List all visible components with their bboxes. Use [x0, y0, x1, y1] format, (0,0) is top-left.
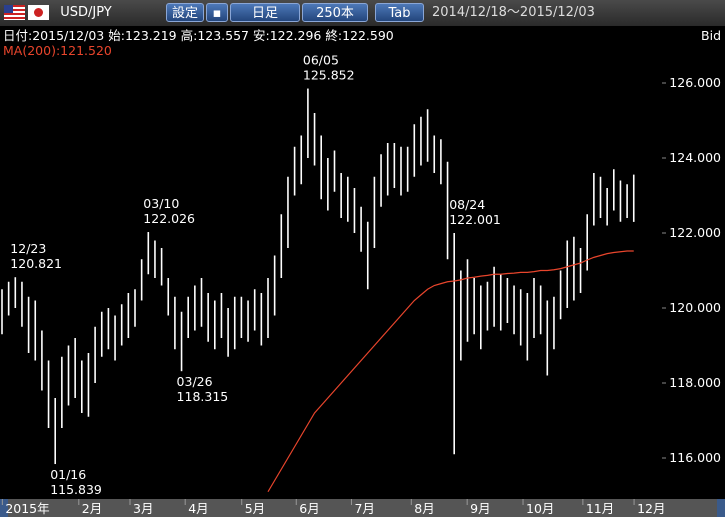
settings-button[interactable]: 設定 — [166, 3, 204, 22]
x-tick-label: 7月 — [354, 501, 374, 516]
x-axis-bar — [0, 499, 725, 517]
x-tick-label: 3月 — [133, 501, 153, 516]
annotation-date: 08/24 — [449, 197, 485, 212]
ma-line — [267, 250, 634, 493]
y-tick-label: 126.000 — [669, 75, 721, 90]
annotation-date: 06/05 — [303, 53, 339, 68]
annotation-value: 120.821 — [10, 256, 62, 271]
ma-label: MA(200):121.520 — [3, 43, 112, 58]
x-tick-label: 8月 — [414, 501, 434, 516]
x-tick-label: 12月 — [637, 501, 665, 516]
annotation-value: 125.852 — [303, 68, 355, 83]
x-tick-label: 10月 — [526, 501, 554, 516]
annotation-value: 122.001 — [449, 212, 501, 227]
y-tick-label: 122.000 — [669, 225, 721, 240]
annotation-date: 12/23 — [10, 241, 46, 256]
x-tick-label: 2月 — [82, 501, 102, 516]
x-tick-label: 11月 — [586, 501, 614, 516]
annotation-value: 122.026 — [143, 211, 195, 226]
count-button[interactable]: 250本 — [302, 3, 368, 22]
y-tick-label: 120.000 — [669, 300, 721, 315]
price-side: Bid — [701, 28, 721, 43]
x-tick-label: 6月 — [299, 501, 319, 516]
y-tick-label: 118.000 — [669, 375, 721, 390]
pair-button[interactable]: USD/JPY — [60, 5, 112, 20]
x-tick-label: 5月 — [245, 501, 265, 516]
x-tick-label: 9月 — [470, 501, 490, 516]
annotation-date: 03/10 — [143, 196, 179, 211]
timeframe-button[interactable]: 日足 — [230, 3, 300, 22]
tab-button[interactable]: Tab — [375, 3, 424, 22]
scroll-right[interactable] — [717, 499, 725, 517]
toolbar: USD/JPY 設定 ▪ 日足 250本 Tab 2014/12/18～2015… — [0, 0, 725, 26]
y-tick-label: 124.000 — [669, 150, 721, 165]
annotation-date: 03/26 — [177, 374, 213, 389]
x-tick-label: 4月 — [188, 501, 208, 516]
flags — [4, 5, 50, 21]
x-tick-label: 2015年 — [5, 501, 49, 516]
annotation-date: 01/16 — [50, 467, 86, 482]
y-tick-label: 116.000 — [669, 450, 721, 465]
date-range: 2014/12/18～2015/12/03 — [432, 5, 595, 20]
info-line: 日付:2015/12/03 始:123.219 高:123.557 安:122.… — [3, 28, 394, 43]
annotation-value: 115.839 — [50, 482, 102, 497]
annotation-value: 118.315 — [177, 389, 229, 404]
scroll-left[interactable] — [0, 499, 8, 517]
icon-button[interactable]: ▪ — [206, 3, 228, 22]
